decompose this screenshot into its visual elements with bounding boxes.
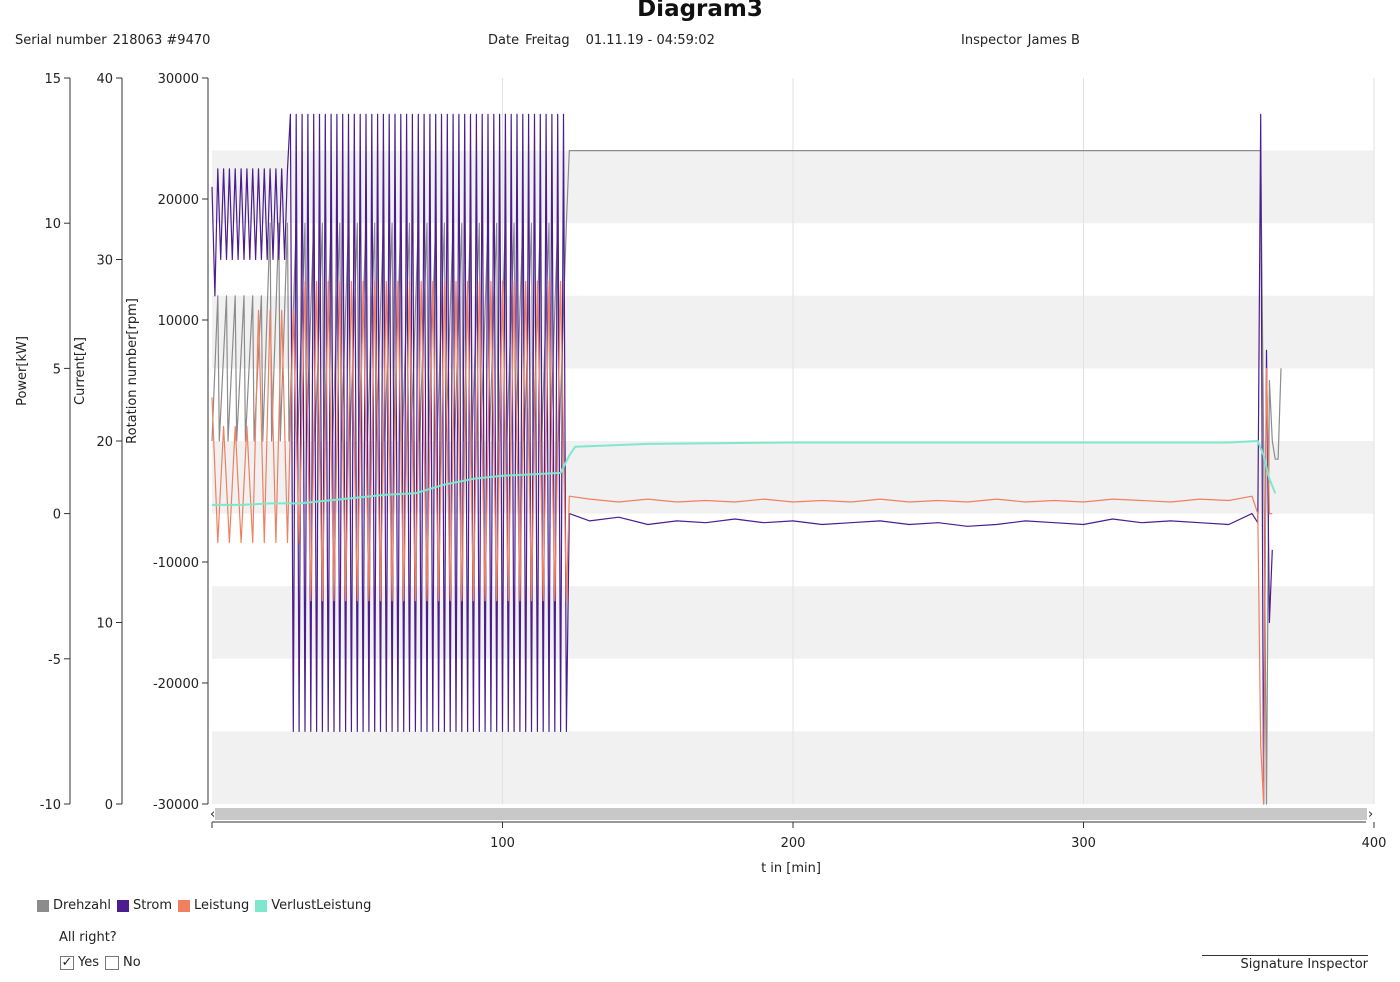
rotation-axis-label: Rotation number[rpm] (125, 298, 140, 444)
x-tick-label: 300 (1071, 836, 1096, 851)
inspector-value: James B (1027, 33, 1080, 48)
power-axis-label: Power[kW] (15, 336, 30, 406)
serial-label: Serial number (15, 33, 107, 48)
current-tick-label: 20 (96, 435, 113, 450)
rotation-tick-label: 10000 (158, 314, 199, 329)
legend-item-strom: Strom (116, 898, 172, 913)
series-lines (211, 113, 1282, 805)
series-line-verlustleistung (212, 440, 1277, 506)
signature-line: Signature Inspector (1202, 955, 1368, 972)
rotation-tick-label: -10000 (153, 556, 199, 571)
scroll-right-icon[interactable]: › (1368, 807, 1373, 822)
current-axis-label: Current[A] (73, 337, 88, 405)
chart: 151050-5-10Power[kW]403020100Current[A]3… (15, 72, 1386, 876)
rotation-tick-label: -30000 (153, 798, 199, 813)
yes-checkbox[interactable]: ✓ (60, 954, 74, 970)
no-checkbox[interactable] (105, 955, 119, 970)
date-label: Date (488, 33, 520, 48)
current-tick-label: 10 (96, 617, 113, 632)
legend-item-verlustleistung: VerlustLeistung (255, 898, 371, 913)
series-line-strom (211, 113, 1273, 805)
power-tick-label: 15 (44, 72, 61, 87)
power-tick-label: -5 (48, 653, 61, 668)
all-right-question: All right? (59, 930, 117, 945)
inspector-info: Inspector James B (961, 33, 1080, 48)
legend-swatch (255, 899, 268, 912)
serial-number: Serial number 218063 #9470 (15, 33, 210, 48)
x-tick-label: 100 (490, 836, 515, 851)
legend-label: VerlustLeistung (271, 898, 372, 913)
axes: 151050-5-10Power[kW]403020100Current[A]3… (15, 72, 1386, 876)
no-option[interactable]: No (105, 955, 141, 970)
current-tick-label: 30 (96, 254, 113, 269)
date-value: 01.11.19 - 04:59:02 (585, 33, 715, 48)
current-tick-label: 0 (105, 798, 113, 813)
rotation-tick-label: -20000 (153, 677, 199, 692)
series-line-leistung (211, 280, 1273, 805)
yes-label: Yes (78, 955, 99, 970)
chart-title: Diagram3 (637, 0, 763, 22)
x-axis-label: t in [min] (761, 861, 821, 876)
power-tick-label: 10 (44, 217, 61, 232)
scroll-left-icon[interactable]: ‹ (210, 807, 215, 822)
no-label: No (123, 955, 141, 970)
legend-swatch (116, 899, 129, 912)
power-tick-label: 5 (53, 362, 61, 377)
inspector-label: Inspector (961, 33, 1022, 48)
rotation-tick-label: 30000 (158, 72, 199, 87)
date-info: Date Freitag 01.11.19 - 04:59:02 (488, 33, 715, 48)
horizontal-scrollbar[interactable] (215, 808, 1367, 820)
power-tick-label: -10 (40, 798, 61, 813)
legend-label: Leistung (193, 898, 250, 913)
yes-option[interactable]: ✓ Yes (60, 955, 99, 970)
legend-item-leistung: Leistung (177, 898, 250, 913)
x-tick-label: 400 (1362, 836, 1387, 851)
legend-swatch (37, 899, 49, 912)
legend-label: Drehzahl (53, 898, 111, 913)
legend: Drehzahl Strom Leistung VerlustLeistung (37, 898, 377, 913)
x-tick-label: 200 (781, 836, 806, 851)
serial-value: 218063 #9470 (112, 33, 211, 48)
power-tick-label: 0 (53, 508, 61, 523)
legend-label: Strom (132, 898, 172, 913)
approval-checks: ✓ Yes No (60, 955, 147, 970)
rotation-tick-label: 20000 (158, 193, 199, 208)
current-tick-label: 40 (96, 72, 113, 87)
date-day: Freitag (525, 33, 570, 48)
legend-item-drehzahl: Drehzahl (37, 898, 111, 913)
legend-swatch (177, 899, 190, 912)
